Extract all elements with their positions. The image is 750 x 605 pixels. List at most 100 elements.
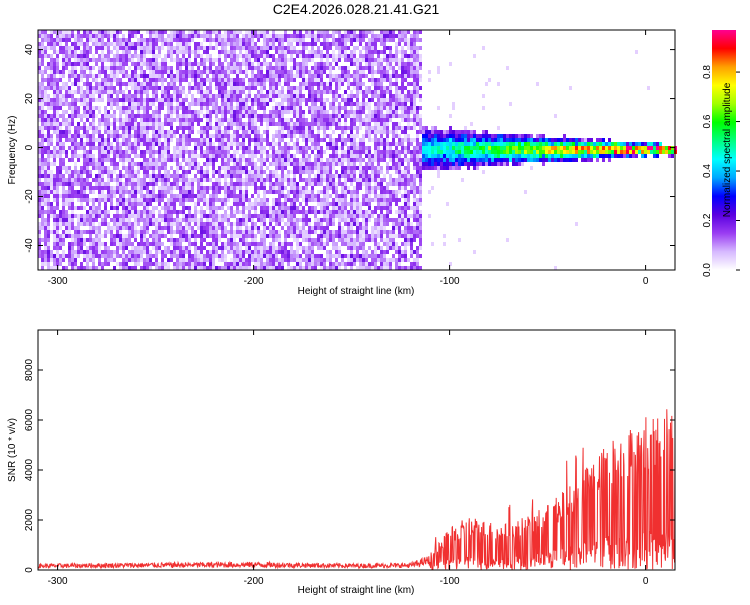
spectrogram-cell — [215, 70, 218, 74]
spectrogram-cell — [104, 166, 107, 170]
spectrogram-cell — [341, 158, 344, 162]
spectrogram-cell — [122, 110, 125, 114]
spectrogram-cell — [236, 78, 239, 82]
spectrogram-cell — [254, 146, 257, 150]
spectrogram-cell — [212, 142, 215, 146]
spectrogram-cell — [179, 38, 182, 42]
spectrogram-cell — [74, 90, 77, 94]
spectrogram-cell — [308, 262, 311, 266]
spectrogram-cell — [80, 134, 83, 138]
spectrogram-cell — [317, 74, 320, 78]
spectrogram-cell — [212, 222, 215, 226]
spectrogram-cell — [140, 150, 143, 154]
spectrogram-cell — [230, 178, 233, 182]
spectrogram-cell — [191, 258, 194, 262]
spectrogram-cell — [209, 258, 212, 262]
spectrogram-cell — [143, 222, 146, 226]
spectrogram-cell — [125, 130, 128, 134]
spectrogram-cell — [65, 210, 68, 214]
spectrogram-cell — [317, 154, 320, 158]
spectrogram-cell — [83, 106, 86, 110]
spectrogram-cell — [311, 186, 314, 190]
spectrogram-cell — [227, 82, 230, 86]
spectrogram-cell — [209, 146, 212, 150]
spectrogram-cell — [215, 222, 218, 226]
spectrogram-cell — [155, 246, 158, 250]
spectrogram-cell — [317, 30, 320, 34]
spectrogram-cell — [278, 234, 281, 238]
spectrogram-cell — [77, 266, 80, 270]
spectrogram-cell — [227, 102, 230, 106]
spectrogram-cell — [107, 102, 110, 106]
spectrogram-cell — [332, 190, 335, 194]
spectrogram-cell — [323, 190, 326, 194]
spectrogram-cell — [269, 182, 272, 186]
spectrogram-cell — [269, 242, 272, 246]
spectrogram-cell — [92, 242, 95, 246]
spectrogram-cell — [137, 94, 140, 98]
spectrogram-cell — [233, 30, 236, 34]
spectrogram-cell — [74, 66, 77, 70]
spectrogram-cell — [323, 246, 326, 250]
spectrogram-cell — [101, 250, 104, 254]
spectrogram-cell — [269, 230, 272, 234]
spectrogram-cell — [260, 90, 263, 94]
spectrogram-cell — [230, 154, 233, 158]
spectrogram-cell — [131, 146, 134, 150]
spectrogram-cell — [233, 258, 236, 262]
spectrogram-cell — [248, 46, 251, 50]
spectrogram-cell — [272, 246, 275, 250]
spectrogram-cell — [134, 102, 137, 106]
spectrogram-cell — [254, 226, 257, 230]
spectrogram-cell — [59, 30, 62, 34]
spectrogram-cell — [125, 210, 128, 214]
spectrogram-cell — [338, 122, 341, 126]
spectrogram-cell — [152, 138, 155, 142]
spectrogram-cell — [41, 170, 44, 174]
spectrogram-cell — [323, 214, 326, 218]
spectrogram-cell — [182, 150, 185, 154]
spectrogram-cell — [122, 250, 125, 254]
spectrogram-cell — [251, 214, 254, 218]
spectrogram-cell — [209, 42, 212, 46]
spectrogram-cell — [86, 158, 89, 162]
spectrogram-cell — [152, 146, 155, 150]
spectrogram-cell — [185, 50, 188, 54]
spectrogram-cell — [332, 214, 335, 218]
spectrogram-cell — [203, 78, 206, 82]
spectrogram-cell — [38, 142, 41, 146]
spectrogram-cell — [254, 54, 257, 58]
spectrogram-cell — [236, 246, 239, 250]
spectrogram-cell — [245, 38, 248, 42]
spectrogram-cell — [125, 222, 128, 226]
spectrogram-cell — [56, 122, 59, 126]
spectrogram-cell — [191, 62, 194, 66]
spectrogram-cell — [284, 186, 287, 190]
spectrogram-cell — [206, 170, 209, 174]
spectrogram-cell — [194, 98, 197, 102]
spectrogram-cell — [128, 50, 131, 54]
spectrogram-cell — [341, 206, 344, 210]
spectrogram-cell — [128, 82, 131, 86]
spectrogram-cell — [257, 174, 260, 178]
spectrogram-cell — [149, 70, 152, 74]
spectrogram-cell — [164, 162, 167, 166]
spectrogram-cell — [179, 134, 182, 138]
spectrogram-cell — [71, 182, 74, 186]
spectrogram-cell — [296, 102, 299, 106]
spectrogram-cell — [104, 206, 107, 210]
spectrogram-cell — [257, 214, 260, 218]
spectrogram-cell — [323, 210, 326, 214]
spectrogram-cell — [53, 266, 56, 270]
spectrogram-cell — [320, 118, 323, 122]
spectrogram-cell — [263, 54, 266, 58]
spectrogram-cell — [107, 110, 110, 114]
spectrogram-cell — [182, 250, 185, 254]
spectrogram-cell — [122, 62, 125, 66]
spectrogram-cell — [341, 82, 344, 86]
spectrogram-cell — [269, 218, 272, 222]
spectrogram-cell — [47, 162, 50, 166]
spectrogram-cell — [47, 142, 50, 146]
spectrogram-cell — [236, 222, 239, 226]
spectrogram-cell — [71, 66, 74, 70]
